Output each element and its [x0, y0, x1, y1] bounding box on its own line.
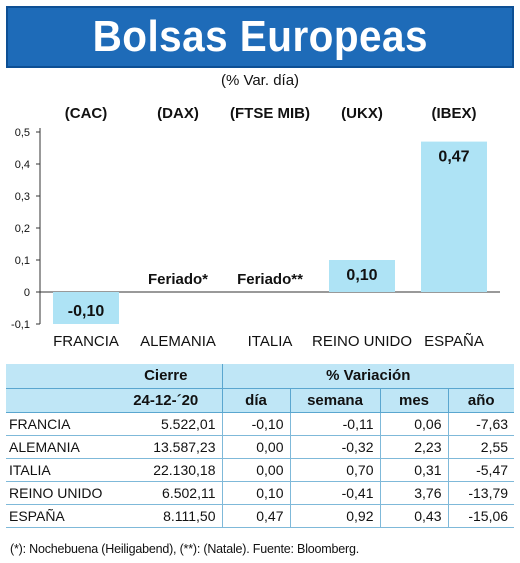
- y-tick-label: 0: [24, 287, 30, 299]
- table-cell: 0,92: [289, 504, 380, 528]
- table-cell: 8.111,50: [110, 504, 222, 528]
- header-date: 24-12-´20: [110, 388, 222, 412]
- table-cell: 13.587,23: [110, 435, 222, 459]
- chart-subtitle: (% Var. día): [220, 72, 300, 89]
- y-tick-label: -0,1: [11, 319, 30, 331]
- data-label: 0,10: [346, 267, 377, 284]
- index-label: (CAC): [65, 105, 108, 122]
- table-cell: 6.502,11: [110, 481, 222, 505]
- table-cell: -0,32: [289, 435, 380, 459]
- header-cierre: Cierre: [110, 364, 222, 389]
- category-label: REINO UNIDO: [312, 333, 412, 350]
- index-label: (FTSE MIB): [230, 105, 310, 122]
- category-label: ESPAÑA: [424, 333, 484, 350]
- table-cell: -0,11: [289, 411, 380, 436]
- table-cell: -13,79: [447, 481, 515, 505]
- table-row: ESPAÑA 8.111,50 0,47 0,92 0,43 -15,06: [6, 504, 515, 528]
- index-label: (IBEX): [432, 105, 477, 122]
- bar-chart: 0,50,40,30,20,10-0,1 (CAC)FRANCIA-0,10(D…: [11, 105, 500, 350]
- table-cell: 2,55: [447, 435, 515, 459]
- table-row: ITALIA 22.130,18 0,00 0,70 0,31 -5,47: [6, 458, 515, 482]
- header-dia: día: [221, 388, 290, 412]
- row-country: ESPAÑA: [6, 504, 110, 528]
- y-tick-label: 0,1: [15, 255, 30, 267]
- table-cell: 0,00: [221, 435, 290, 459]
- table-cell: 22.130,18: [110, 458, 222, 482]
- data-label: Feriado*: [148, 271, 208, 288]
- data-label: Feriado**: [237, 271, 303, 288]
- header-blank-2: [6, 388, 110, 412]
- header-ano: año: [447, 388, 515, 412]
- page-title: Bolsas Europeas: [92, 12, 428, 61]
- data-table-wrapper: Cierre % Variación 24-12-´20 día semana …: [6, 364, 515, 528]
- header-variacion: % Variación: [221, 364, 515, 389]
- row-country: REINO UNIDO: [6, 481, 110, 505]
- header-blank: [6, 364, 110, 389]
- data-table: Cierre % Variación 24-12-´20 día semana …: [6, 364, 515, 528]
- table-cell: 5.522,01: [110, 411, 222, 436]
- header-semana: semana: [289, 388, 380, 412]
- table-cell: -15,06: [447, 504, 515, 528]
- table-cell: -5,47: [447, 458, 515, 482]
- footnote: (*): Nochebuena (Heiligabend), (**): (Na…: [10, 542, 359, 556]
- table-cell: 2,23: [379, 435, 448, 459]
- header-mes: mes: [379, 388, 448, 412]
- index-label: (DAX): [157, 105, 199, 122]
- table-cell: 3,76: [379, 481, 448, 505]
- table-cell: 0,06: [379, 411, 448, 436]
- table-row: REINO UNIDO 6.502,11 0,10 -0,41 3,76 -13,79: [6, 481, 515, 505]
- table-cell: -7,63: [447, 411, 515, 436]
- bar: [421, 141, 487, 292]
- bar: [53, 292, 119, 324]
- table-cell: -0,10: [221, 411, 290, 436]
- table-cell: 0,00: [221, 458, 290, 482]
- row-country: FRANCIA: [6, 411, 110, 436]
- category-label: FRANCIA: [53, 333, 119, 350]
- data-label: -0,10: [68, 303, 105, 320]
- bar: [329, 260, 395, 292]
- table-row: FRANCIA 5.522,01 -0,10 -0,11 0,06 -7,63: [6, 411, 515, 436]
- category-label: ALEMANIA: [140, 333, 216, 350]
- table-cell: 0,70: [289, 458, 380, 482]
- row-country: ITALIA: [6, 458, 110, 482]
- table-cell: 0,43: [379, 504, 448, 528]
- table-cell: -0,41: [289, 481, 380, 505]
- category-label: ITALIA: [248, 333, 293, 350]
- y-tick-label: 0,3: [15, 191, 30, 203]
- table-cell: 0,31: [379, 458, 448, 482]
- row-country: ALEMANIA: [6, 435, 110, 459]
- data-label: 0,47: [438, 149, 469, 166]
- table-cell: 0,47: [221, 504, 290, 528]
- y-tick-label: 0,5: [15, 127, 30, 139]
- title-bar: Bolsas Europeas: [6, 6, 514, 68]
- index-label: (UKX): [341, 105, 383, 122]
- y-tick-label: 0,2: [15, 223, 30, 235]
- table-cell: 0,10: [221, 481, 290, 505]
- table-row: ALEMANIA 13.587,23 0,00 -0,32 2,23 2,55: [6, 435, 515, 459]
- y-tick-label: 0,4: [15, 159, 30, 171]
